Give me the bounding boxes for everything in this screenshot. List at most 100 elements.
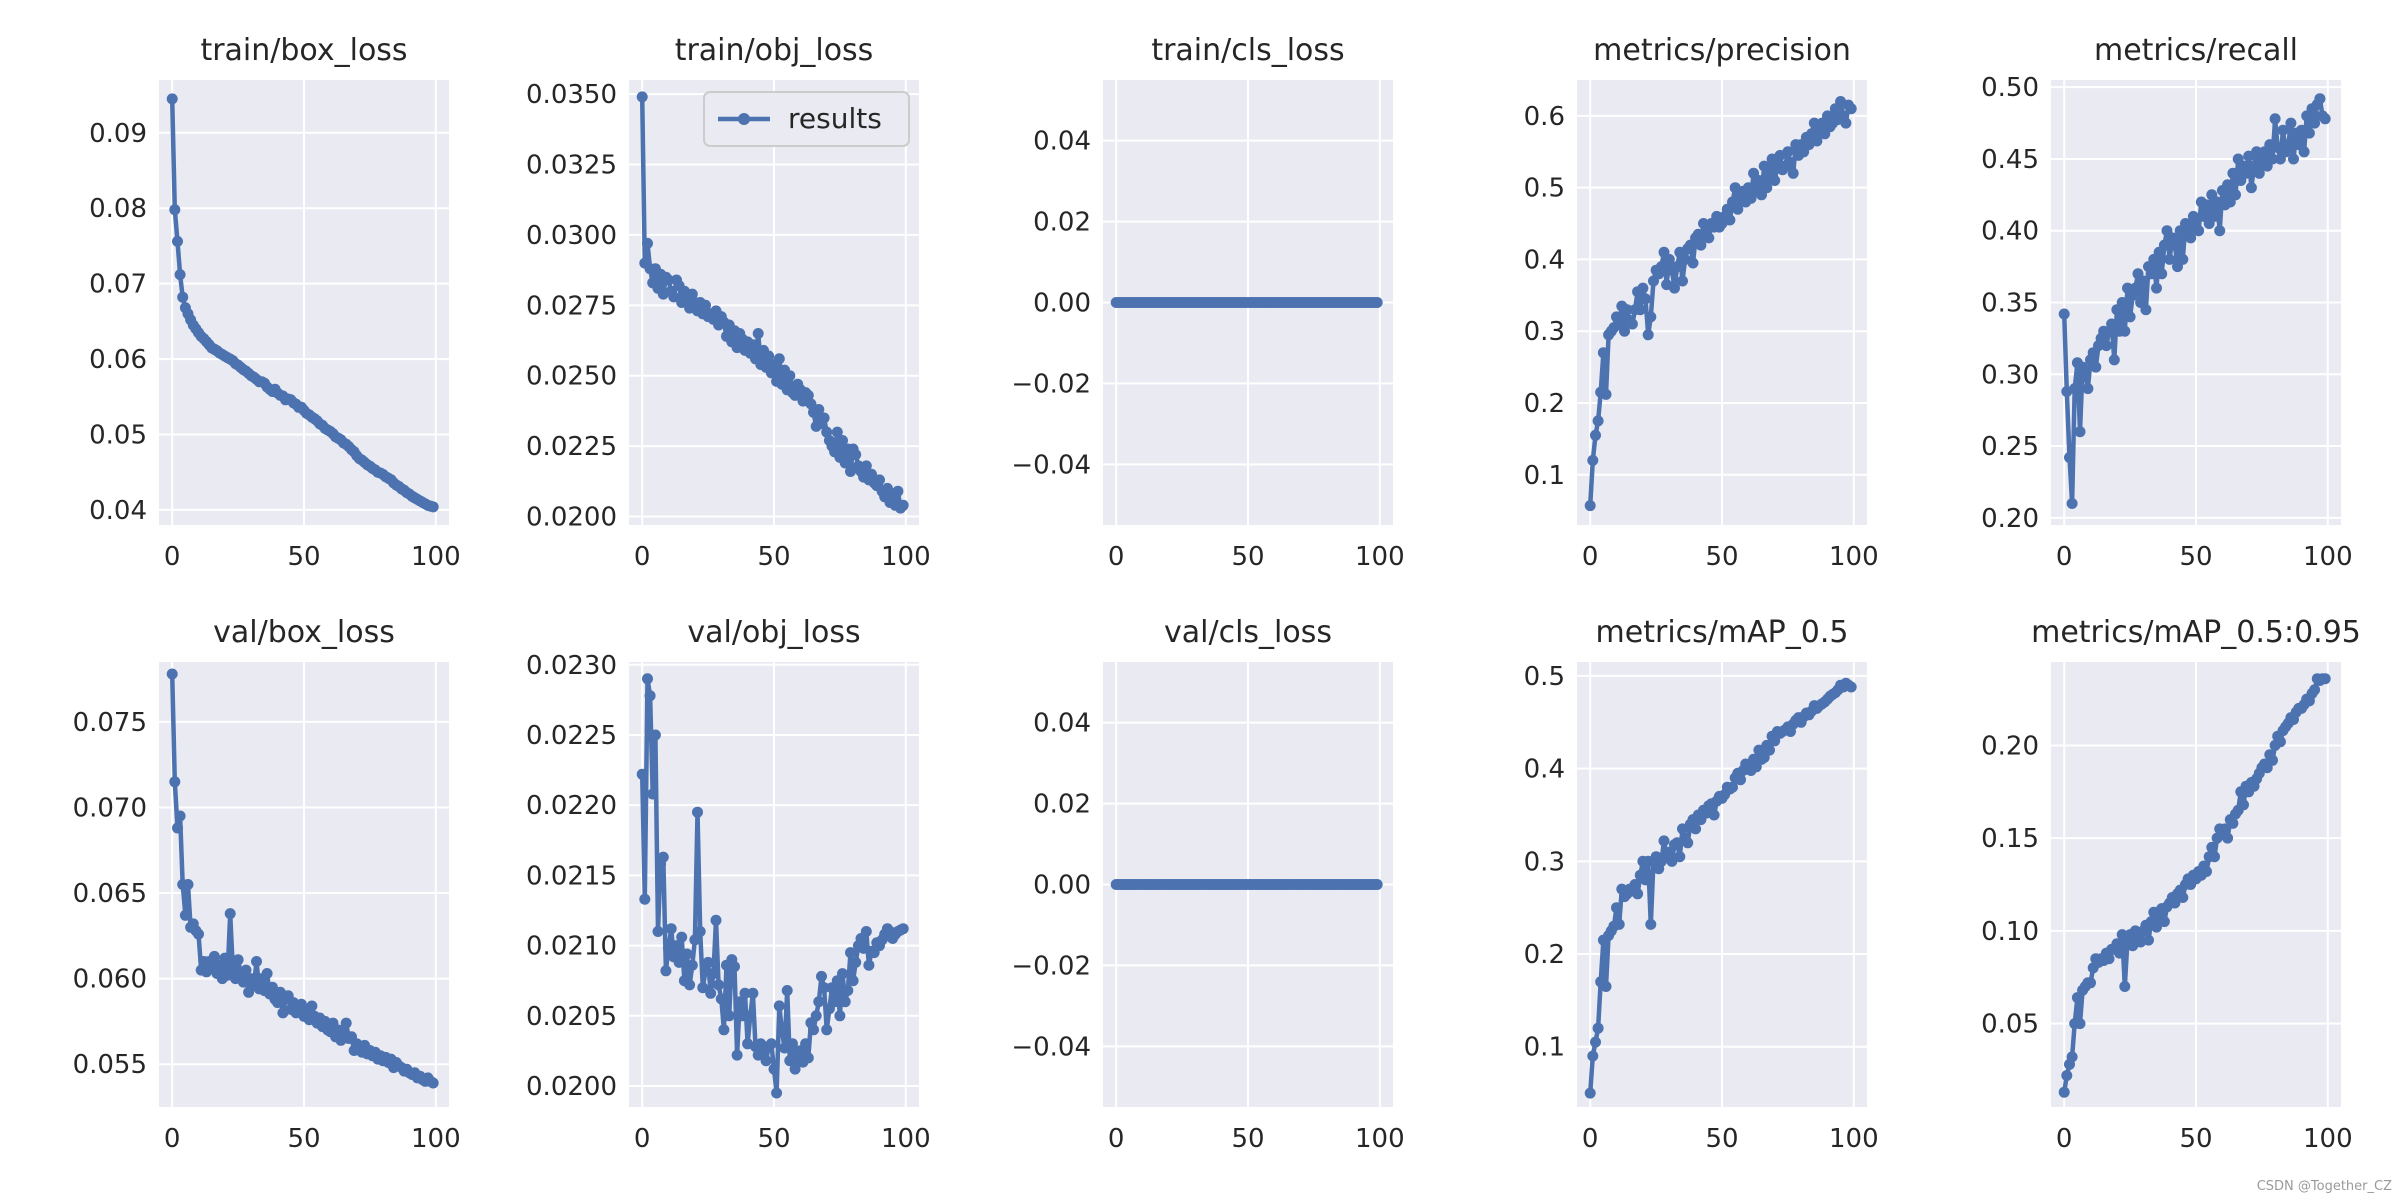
data-point (839, 457, 851, 469)
data-point (676, 931, 688, 943)
x-tick-label: 50 (1231, 1124, 1264, 1154)
data-point (306, 1000, 318, 1012)
data-point (1590, 429, 1601, 441)
data-point (240, 964, 252, 976)
data-point (172, 822, 183, 834)
data-point (760, 1055, 772, 1067)
x-tick-label: 100 (1355, 1124, 1405, 1154)
data-point (734, 996, 746, 1008)
data-point (2129, 282, 2141, 294)
data-point (660, 965, 672, 977)
data-point (174, 269, 186, 281)
y-tick-label: 0.2 (1524, 940, 1565, 970)
data-point (2227, 167, 2239, 179)
data-point (2253, 167, 2265, 179)
panel-train-obj-loss: 0.0200 0.0225 0.0250 0.0275 0.0300 0.0325 0.03… (526, 33, 931, 572)
data-point (2143, 934, 2154, 946)
data-point (2074, 426, 2086, 438)
x-tick-label: 100 (2303, 542, 2353, 572)
data-point (1785, 157, 1796, 168)
data-point (647, 788, 659, 800)
data-point (715, 993, 727, 1005)
data-point (2103, 953, 2115, 965)
legend-marker (738, 113, 750, 125)
data-point (1611, 902, 1622, 914)
data-point (1371, 297, 1383, 308)
data-point (2309, 117, 2321, 129)
data-point (1626, 318, 1638, 330)
data-point (1621, 304, 1633, 316)
data-point (1629, 879, 1641, 890)
y-tick-label: 0.04 (1033, 127, 1091, 157)
data-point (2282, 139, 2294, 151)
data-point (2100, 340, 2112, 352)
data-point (2201, 199, 2212, 211)
data-point (689, 934, 701, 946)
y-tick-label: 0.0200 (526, 503, 617, 533)
y-tick-label: 0.4 (1524, 755, 1565, 785)
data-point (800, 1038, 812, 1050)
data-point (897, 499, 909, 511)
y-tick-label: 0.40 (1981, 217, 2039, 247)
y-tick-label: 0.0225 (526, 432, 617, 462)
y-tick-label: 0.0225 (526, 721, 617, 751)
y-tick-label: 0.00 (1033, 871, 1091, 901)
chart-title: train/box_loss (200, 33, 407, 68)
data-point (1642, 329, 1654, 341)
y-tick-label: 0.055 (73, 1050, 147, 1080)
data-point (2177, 892, 2189, 903)
data-point (1761, 182, 1773, 194)
data-point (251, 956, 262, 967)
data-point (2227, 817, 2239, 829)
data-point (863, 959, 875, 971)
data-point (1845, 103, 1857, 115)
data-point (2319, 673, 2331, 685)
data-point (1584, 1087, 1596, 1099)
data-point (2277, 124, 2289, 136)
data-point (705, 987, 717, 999)
y-tick-label: 0.0275 (526, 291, 617, 321)
data-point (1764, 744, 1775, 756)
y-tick-label: 0.0200 (526, 1072, 617, 1102)
data-point (166, 668, 178, 680)
panel-train-cls-loss: −0.04 −0.02 0.00 0.02 0.04 0 50 100 train/cls_lo… (1011, 33, 1404, 572)
y-tick-label: 0.50 (1981, 73, 2039, 103)
data-point (1735, 774, 1746, 786)
data-point (2066, 498, 2078, 509)
data-point (752, 328, 764, 339)
x-tick-label: 100 (411, 1124, 461, 1154)
data-point (686, 288, 698, 300)
x-tick-label: 50 (1705, 542, 1738, 572)
data-point (860, 926, 872, 937)
x-tick-label: 0 (164, 1124, 181, 1154)
chart-title: metrics/mAP_0.5 (1596, 615, 1849, 650)
data-point (765, 367, 777, 379)
x-tick-label: 0 (1108, 1124, 1125, 1154)
data-point (707, 968, 719, 980)
data-point (1695, 239, 1707, 251)
data-point (232, 954, 244, 966)
y-tick-label: 0.07 (89, 270, 147, 300)
data-point (789, 1063, 801, 1075)
y-tick-label: 0.0300 (526, 221, 617, 251)
y-tick-label: 0.08 (89, 194, 147, 224)
data-point (2074, 1018, 2086, 1030)
data-point (1687, 257, 1699, 269)
x-tick-label: 50 (2179, 1124, 2212, 1154)
data-point (193, 928, 204, 940)
data-point (808, 1024, 819, 1036)
y-tick-label: 0.10 (1981, 917, 2039, 947)
data-point (2137, 275, 2149, 287)
x-tick-label: 0 (164, 542, 181, 572)
data-point (1669, 282, 1680, 294)
data-point (2222, 179, 2234, 191)
data-point (1677, 823, 1688, 835)
data-point (2206, 841, 2218, 853)
y-tick-label: 0.06 (89, 345, 147, 375)
y-tick-label: 0.20 (1981, 731, 2039, 761)
data-point (739, 987, 751, 999)
data-point (2164, 253, 2176, 265)
data-point (2061, 1070, 2073, 1081)
data-point (686, 959, 698, 971)
data-point (839, 996, 851, 1008)
